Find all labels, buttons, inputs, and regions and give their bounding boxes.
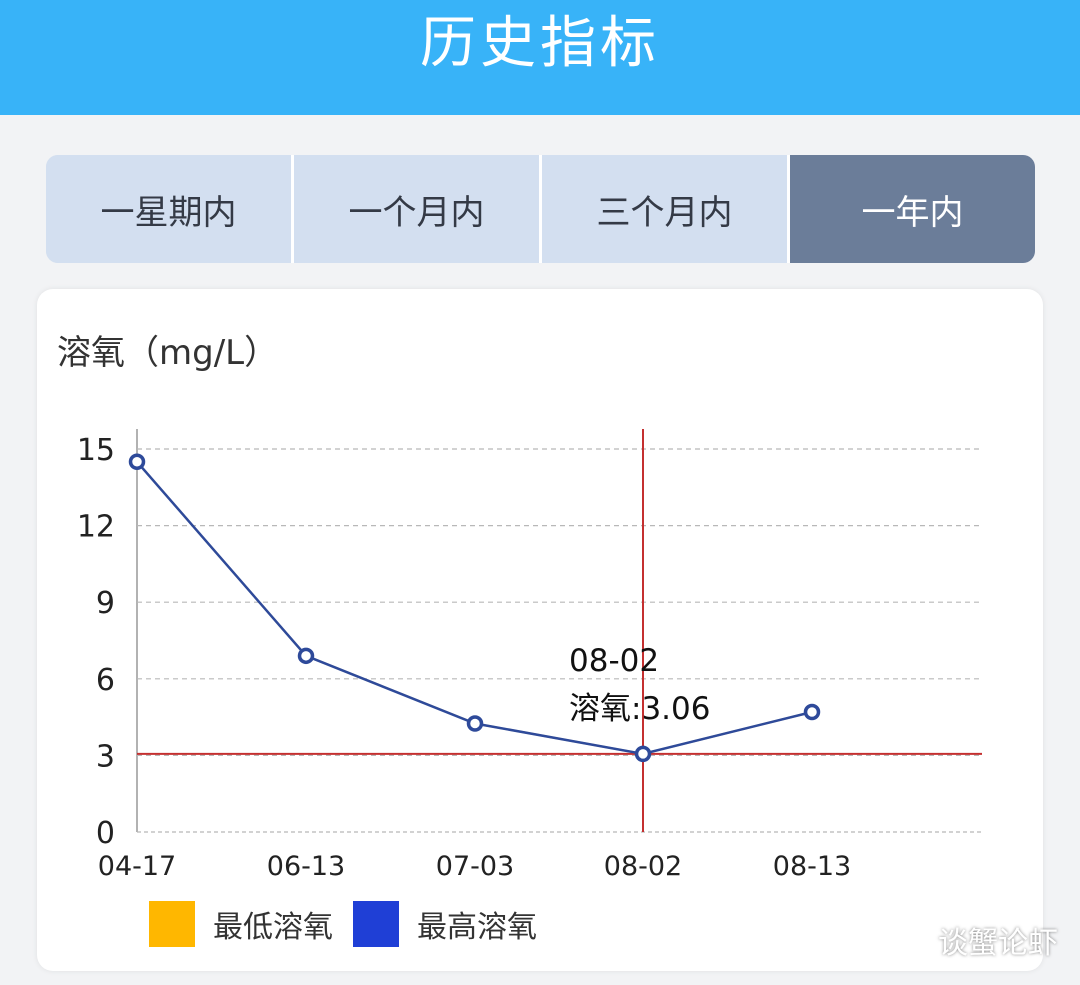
legend-label-min: 最低溶氧 <box>213 910 333 945</box>
data-point <box>466 715 484 732</box>
y-tick-label: 9 <box>96 586 115 621</box>
y-tick-label: 12 <box>77 510 115 545</box>
y-tick-label: 0 <box>96 816 115 851</box>
x-tick-label: 08-13 <box>773 851 851 882</box>
y-tick-label: 3 <box>96 739 115 774</box>
chart-svg[interactable]: 0 3 6 9 12 15 04-17 06-13 07-03 08-02 08-13 08-02 溶氧… <box>37 289 1043 889</box>
tab-one-month[interactable]: 一个月内 <box>294 155 542 263</box>
watermark: 谈蟹论虾 <box>880 918 1058 962</box>
legend-swatch-min <box>149 901 195 947</box>
data-point <box>803 703 821 721</box>
chart-card: 溶氧（mg/L） 0 3 6 9 12 15 04-17 06-13 07-03 08-02 08-… <box>37 289 1043 971</box>
x-tick-label: 06-13 <box>267 851 345 882</box>
series-line-min <box>136 461 813 755</box>
tooltip-date: 08-02 <box>569 643 659 679</box>
app-header: 历史指标 <box>0 0 1080 115</box>
x-tick-label: 08-02 <box>604 851 682 882</box>
legend-item-max[interactable]: 最高溶氧 <box>353 901 537 947</box>
chart-title: 溶氧（mg/L） <box>57 333 279 373</box>
tab-one-year[interactable]: 一年内 <box>790 155 1035 263</box>
x-tick-label: 07-03 <box>436 851 514 882</box>
tooltip-value: 溶氧:3.06 <box>569 691 710 727</box>
time-range-tabs: 一星期内 一个月内 三个月内 一年内 <box>46 155 1035 263</box>
legend-item-min[interactable]: 最低溶氧 <box>149 901 333 947</box>
watermark-text: 谈蟹论虾 <box>938 926 1058 961</box>
y-tick-label: 15 <box>77 433 115 468</box>
data-point <box>128 453 146 471</box>
wechat-icon <box>881 922 930 958</box>
legend-swatch-max <box>353 901 399 947</box>
y-tick-label: 6 <box>96 663 115 698</box>
tab-three-months[interactable]: 三个月内 <box>542 155 790 263</box>
tab-one-week[interactable]: 一星期内 <box>46 155 294 263</box>
page-title: 历史指标 <box>420 11 660 76</box>
series-line-max <box>136 460 813 756</box>
legend-label-max: 最高溶氧 <box>417 910 537 945</box>
x-tick-label: 04-17 <box>98 851 176 882</box>
data-point <box>297 647 315 665</box>
data-point <box>634 745 652 763</box>
chart-legend: 最低溶氧 最高溶氧 <box>149 901 557 947</box>
